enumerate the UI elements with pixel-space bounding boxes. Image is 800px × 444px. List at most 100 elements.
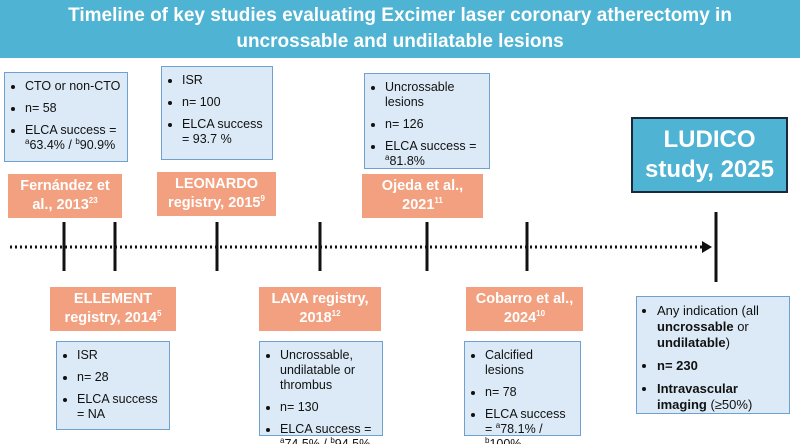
superscript: 11 bbox=[434, 196, 443, 206]
text: n= 78 bbox=[485, 385, 517, 399]
bullet: n= 78 bbox=[485, 385, 574, 400]
study-info: Uncrossable, undilatable or thrombus n= 1… bbox=[259, 341, 383, 444]
ludico-label: LUDICO study, 2025 bbox=[645, 126, 774, 183]
bullet-list: Calcified lesions n= 78 ELCA success = a78… bbox=[469, 348, 574, 444]
study-label-text: Fernández et al., 201323 bbox=[12, 177, 118, 215]
superscript: a bbox=[495, 420, 501, 430]
bullet: ELCA success = a81.8% bbox=[385, 139, 483, 169]
bullet-list: Any indication (all uncrossable or undil… bbox=[641, 303, 783, 413]
bullet: ELCA success = 93.7 % bbox=[182, 117, 266, 147]
bullet: Uncrossable lesions bbox=[385, 80, 483, 110]
bullet: ISR bbox=[77, 348, 163, 363]
bullet-list: Uncrossable lesions n= 126 ELCA success = … bbox=[369, 80, 483, 169]
text: Uncrossable lesions bbox=[385, 80, 455, 109]
bullet: ELCA success = a63.4% / b90.9% bbox=[25, 123, 121, 153]
superscript: 23 bbox=[88, 196, 98, 206]
bold-text: Intravascular imaging bbox=[657, 381, 738, 412]
text: 81.8% bbox=[389, 154, 425, 168]
superscript: a bbox=[25, 136, 30, 146]
bullet: ELCA success = NA bbox=[77, 392, 163, 422]
text: 90.9% bbox=[79, 138, 116, 152]
study-info: ISR n= 28 ELCA success = NA bbox=[56, 341, 170, 430]
study-label-text: ELLEMENT registry, 20145 bbox=[54, 290, 172, 328]
bullet: Calcified lesions bbox=[485, 348, 574, 378]
study-label: LEONARDO registry, 20159 bbox=[157, 172, 276, 216]
study-label: Ojeda et al., 202111 bbox=[362, 174, 483, 218]
text: Calcified lesions bbox=[485, 348, 533, 377]
bullet: Intravascular imaging (≥50%) bbox=[657, 381, 783, 413]
text: Cobarro et al., 2024 bbox=[475, 291, 574, 326]
title-banner: Timeline of key studies evaluating Excim… bbox=[0, 0, 800, 58]
bullet-list: CTO or non-CTO n= 58 ELCA success = a63.4%… bbox=[9, 79, 121, 153]
bullet: n= 126 bbox=[385, 117, 483, 132]
text: Uncrossable, undilatable or thrombus bbox=[280, 348, 356, 392]
text: 100% bbox=[489, 437, 522, 444]
text: ELLEMENT registry, 2014 bbox=[64, 291, 157, 326]
text: 94.5% bbox=[334, 437, 371, 444]
superscript: 5 bbox=[156, 309, 162, 319]
text: ELCA success = NA bbox=[77, 392, 158, 421]
bullet: ELCA success = a74.5% / b94.5% bbox=[280, 422, 376, 444]
timeline-arrow bbox=[702, 241, 712, 253]
text: Any indication (all bbox=[657, 303, 759, 318]
text: 74.5% / bbox=[284, 437, 331, 444]
text: Fernández et al., 2013 bbox=[20, 178, 110, 213]
text: n= 130 bbox=[280, 400, 319, 414]
study-label: Fernández et al., 201323 bbox=[8, 174, 122, 218]
study-label: ELLEMENT registry, 20145 bbox=[50, 287, 176, 331]
text: ) bbox=[725, 335, 730, 350]
study-label-text: Ojeda et al., 202111 bbox=[366, 177, 479, 215]
study-label-text: LEONARDO registry, 20159 bbox=[161, 175, 272, 213]
ludico-info: Any indication (all uncrossable or undil… bbox=[636, 296, 790, 414]
bullet: n= 58 bbox=[25, 101, 121, 116]
text: or bbox=[733, 319, 749, 334]
bullet: ISR bbox=[182, 73, 266, 88]
bold-text: undilatable bbox=[657, 335, 726, 350]
bullet: n= 100 bbox=[182, 95, 266, 110]
study-info: ISR n= 100 ELCA success = 93.7 % bbox=[161, 66, 273, 160]
text: ELCA success = 93.7 % bbox=[182, 117, 263, 146]
study-info: Calcified lesions n= 78 ELCA success = a78… bbox=[464, 341, 581, 444]
text: ISR bbox=[77, 348, 98, 362]
bullet: ELCA success = a78.1% / b100% bbox=[485, 407, 574, 444]
text: ELCA success = bbox=[280, 422, 372, 436]
study-label: LAVA registry, 201812 bbox=[259, 287, 381, 331]
text: CTO or non-CTO bbox=[25, 79, 121, 93]
text: ELCA success = bbox=[25, 123, 117, 137]
bullet: n= 230 bbox=[657, 358, 783, 374]
superscript: b bbox=[75, 136, 80, 146]
study-label: Cobarro et al., 202410 bbox=[466, 287, 583, 331]
text: n= 58 bbox=[25, 101, 57, 115]
text: n= 28 bbox=[77, 370, 109, 384]
study-info: CTO or non-CTO n= 58 ELCA success = a63.4%… bbox=[4, 72, 128, 162]
superscript: 12 bbox=[331, 309, 341, 319]
text: Ojeda et al., 2021 bbox=[381, 178, 464, 213]
bold-text: n= 230 bbox=[657, 358, 698, 373]
bullet-list: ISR n= 28 ELCA success = NA bbox=[61, 348, 163, 422]
superscript: 10 bbox=[536, 309, 546, 319]
text: LEONARDO registry, 2015 bbox=[168, 176, 261, 211]
superscript: a bbox=[385, 152, 390, 162]
bullet: CTO or non-CTO bbox=[25, 79, 121, 94]
bullet: n= 130 bbox=[280, 400, 376, 415]
bullet: Uncrossable, undilatable or thrombus bbox=[280, 348, 376, 393]
bullet: Any indication (all uncrossable or undil… bbox=[657, 303, 783, 351]
text: n= 100 bbox=[182, 95, 221, 109]
bullet: n= 28 bbox=[77, 370, 163, 385]
text: 78.1% / bbox=[500, 422, 543, 436]
study-label-text: LAVA registry, 201812 bbox=[263, 290, 377, 328]
superscript: 9 bbox=[260, 194, 265, 204]
bullet-list: ISR n= 100 ELCA success = 93.7 % bbox=[166, 73, 266, 147]
text: ISR bbox=[182, 73, 203, 87]
text: ELCA success = bbox=[485, 407, 566, 436]
ludico-box: LUDICO study, 2025 bbox=[631, 117, 788, 193]
text: (≥50%) bbox=[706, 397, 753, 412]
superscript: a bbox=[280, 435, 285, 444]
study-info: Uncrossable lesions n= 126 ELCA success = … bbox=[364, 73, 490, 169]
superscript: b bbox=[330, 435, 335, 444]
bullet-list: Uncrossable, undilatable or thrombus n= 1… bbox=[264, 348, 376, 444]
bold-text: uncrossable bbox=[657, 319, 734, 334]
text: ELCA success = bbox=[385, 139, 477, 153]
